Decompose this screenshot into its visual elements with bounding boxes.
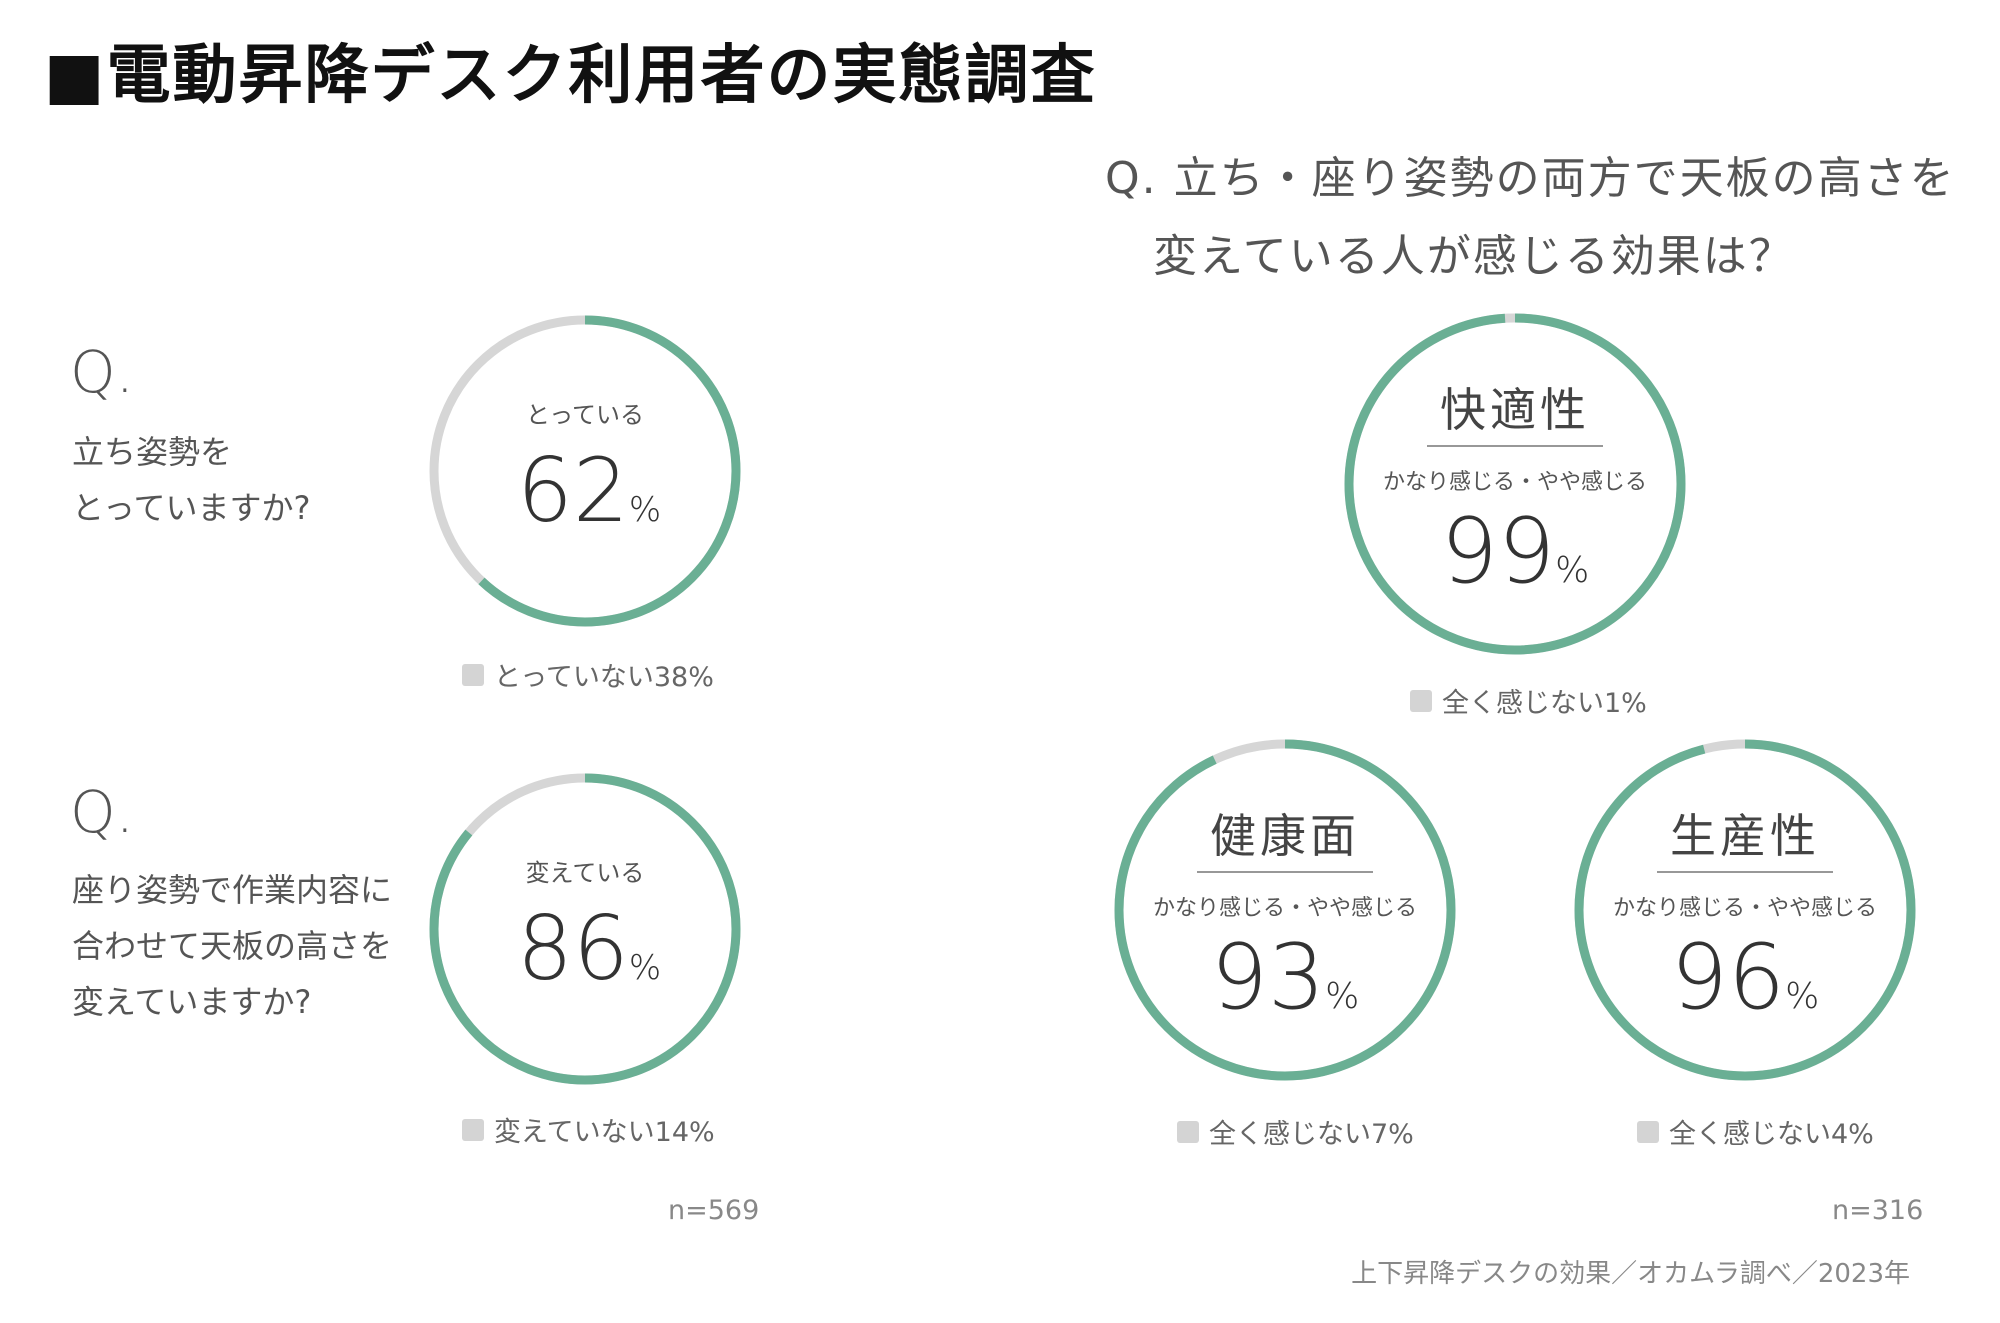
donut-value-number: 96 (1671, 925, 1786, 1030)
donut-chart-standing: とっている 62% (429, 315, 741, 627)
legend-text: とっていない38% (494, 662, 714, 693)
donut-value-unit: % (1555, 550, 1589, 591)
legend-swatch (1410, 689, 1432, 712)
legend-standing: とっていない38% (462, 655, 714, 694)
legend-swatch (462, 1118, 484, 1141)
question-1-line-1: 立ち姿勢を (72, 433, 233, 471)
donut-label: とっている (526, 401, 644, 429)
source-note: 上下昇降デスクの効果／オカムラ調べ／2023年 (1351, 1259, 1910, 1289)
question-1-line-2: とっていますか? (72, 489, 311, 527)
question-2-text: 座り姿勢で作業内容に 合わせて天板の高さを 変えていますか? (72, 862, 392, 1030)
donut-title: 快適性 (1440, 383, 1590, 437)
legend-text: 全く感じない7% (1209, 1119, 1414, 1150)
legend-swatch (462, 663, 484, 686)
donut-value-unit: % (1325, 976, 1359, 1017)
right-question-line-1: Q. 立ち・座り姿勢の両方で天板の高さを (1105, 153, 1956, 204)
donut-value: 86% (517, 897, 661, 1000)
donut-label: かなり感じる・やや感じる (1153, 896, 1417, 921)
donut-label: かなり感じる・やや感じる (1613, 896, 1877, 921)
donut-title: 健康面 (1210, 809, 1360, 863)
legend-text: 全く感じない1% (1442, 688, 1647, 719)
legend-text: 変えていない14% (494, 1117, 715, 1148)
donut-label: かなり感じる・やや感じる (1383, 470, 1647, 495)
legend-health: 全く感じない7% (1177, 1112, 1414, 1151)
legend-adjusting: 変えていない14% (462, 1110, 715, 1149)
question-1-text: 立ち姿勢を とっていますか? (72, 424, 310, 536)
legend-swatch (1177, 1120, 1199, 1143)
donut-value-number: 99 (1441, 499, 1556, 604)
donut-value-number: 93 (1211, 925, 1326, 1030)
sample-size-left: n=569 (668, 1195, 760, 1226)
question-2-line-1: 座り姿勢で作業内容に (72, 871, 393, 909)
donut-value: 62% (517, 439, 661, 542)
legend-comfort: 全く感じない1% (1410, 681, 1647, 720)
sample-size-right: n=316 (1832, 1195, 1924, 1226)
donut-label: 変えている (526, 859, 645, 887)
question-mark-2: Q. (70, 778, 135, 846)
legend-swatch (1637, 1120, 1659, 1143)
donut-title: 生産性 (1670, 809, 1820, 863)
donut-value-unit: % (629, 948, 661, 988)
donut-value-arc (1344, 313, 1686, 655)
donut-value-arc (1114, 739, 1456, 1081)
donut-value-number: 62 (517, 439, 629, 542)
page-title: ■電動昇降デスク利用者の実態調査 (44, 39, 1097, 113)
right-question-line-2: 変えている人が感じる効果は？ (1153, 231, 1795, 282)
donut-value-arc (429, 315, 741, 627)
question-2-line-3: 変えていますか? (72, 983, 312, 1021)
donut-value-arc (1574, 739, 1916, 1081)
donut-value-unit: % (1785, 976, 1819, 1017)
donut-value-number: 86 (517, 897, 629, 1000)
donut-value: 96% (1671, 925, 1820, 1030)
legend-text: 全く感じない4% (1669, 1119, 1874, 1150)
donut-value: 99% (1441, 499, 1590, 604)
donut-value-arc (429, 773, 741, 1085)
donut-value: 93% (1211, 925, 1360, 1030)
question-mark-1: Q. (70, 338, 135, 406)
legend-productivity: 全く感じない4% (1637, 1112, 1874, 1151)
donut-chart-adjusting: 変えている 86% (429, 773, 741, 1085)
donut-value-unit: % (629, 490, 661, 530)
question-2-line-2: 合わせて天板の高さを (72, 927, 393, 965)
right-question: Q. 立ち・座り姿勢の両方で天板の高さを 変えている人が感じる効果は？ (1105, 140, 1956, 296)
